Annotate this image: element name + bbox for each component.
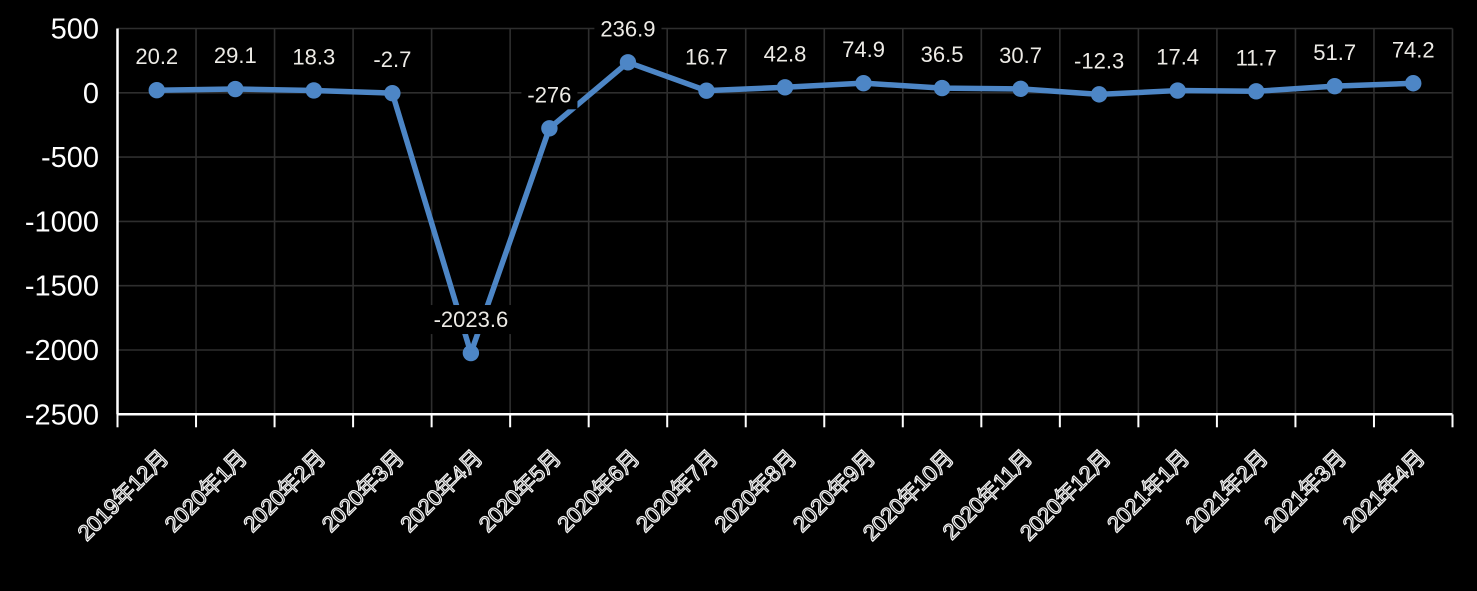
data-label-backdrop (836, 35, 891, 65)
data-point-marker (855, 74, 872, 92)
x-axis-tick-label: 2020年6月 (552, 445, 644, 537)
data-point-label: 51.7 (1313, 40, 1356, 65)
data-label-backdrop (367, 45, 418, 75)
data-point-marker (148, 82, 165, 99)
data-point-label: -2023.6 (434, 307, 509, 332)
x-axis-tick-label: 2019年12月 (73, 445, 174, 546)
y-axis-tick-label: -1000 (25, 206, 99, 238)
y-axis-tick-label: 0 (83, 78, 99, 110)
data-point-label: 30.7 (999, 43, 1042, 68)
x-axis-tick-label: 2021年2月 (1181, 445, 1273, 537)
data-label-backdrop (286, 42, 342, 72)
x-axis-tick-label: 2021年4月 (1338, 445, 1430, 537)
data-point-label: 74.9 (842, 37, 885, 62)
x-axis-tick-label: 2020年1月 (160, 445, 252, 537)
data-point-label: 42.8 (764, 41, 807, 66)
x-axis-tick-label: 2020年7月 (631, 445, 723, 537)
data-label-backdrop (1068, 46, 1131, 76)
data-point-marker (1169, 82, 1186, 99)
y-axis-tick-label: -500 (41, 142, 99, 174)
data-point-marker (305, 82, 323, 99)
data-point-label: -2.7 (373, 47, 411, 72)
data-label-backdrop (521, 80, 578, 110)
data-label-backdrop (594, 14, 662, 44)
data-point-marker (462, 344, 480, 362)
data-point-marker (776, 79, 794, 96)
data-point-marker (1326, 77, 1343, 95)
data-label-backdrop (1229, 43, 1283, 73)
data-point-marker (698, 82, 715, 99)
data-point-marker (619, 54, 637, 71)
data-point-label: 16.7 (685, 45, 728, 70)
x-axis-tick-label: 2020年3月 (317, 445, 409, 537)
data-label-backdrop (679, 42, 734, 72)
x-axis-tick-label: 2021年1月 (1102, 445, 1194, 537)
data-point-marker (384, 84, 401, 102)
data-point-label: 17.4 (1156, 45, 1199, 70)
data-point-label: 236.9 (600, 16, 655, 41)
data-point-marker (1012, 80, 1029, 98)
y-axis-tick-label: -2500 (25, 399, 99, 431)
x-axis-tick-label: 2020年8月 (709, 445, 801, 537)
x-axis-tick-label: 2021年3月 (1259, 445, 1351, 537)
y-axis-tick-label: -1500 (25, 271, 99, 303)
data-label-backdrop (1150, 42, 1206, 72)
data-label-backdrop (207, 41, 263, 71)
data-point-marker (1090, 86, 1108, 103)
x-axis-tick-label: 2020年5月 (474, 445, 566, 537)
data-point-label: 18.3 (292, 44, 335, 69)
data-label-backdrop (993, 40, 1049, 70)
y-axis-tick-label: 500 (51, 14, 99, 46)
series-line (154, 59, 1416, 356)
data-point-label: 36.5 (921, 42, 964, 67)
y-axis-tick-label: -2000 (25, 335, 99, 367)
data-label-backdrop (1385, 35, 1441, 65)
data-label-backdrop (129, 42, 185, 72)
data-point-label: -12.3 (1074, 48, 1124, 73)
data-point-marker (933, 79, 951, 97)
x-axis-tick-label: 2020年4月 (395, 445, 487, 537)
data-point-label: -276 (527, 82, 571, 107)
x-axis-tick-label: 2020年2月 (238, 445, 330, 537)
data-label-backdrop (914, 40, 970, 70)
data-point-marker (1247, 83, 1265, 100)
data-point-label: 74.2 (1392, 37, 1435, 62)
data-label-backdrop (427, 305, 515, 335)
data-label-backdrop (757, 39, 813, 69)
data-point-marker (1405, 75, 1422, 92)
data-point-marker (541, 120, 558, 137)
data-label-backdrop (1307, 38, 1363, 68)
data-point-label: 11.7 (1236, 45, 1277, 70)
data-point-marker (227, 80, 244, 98)
data-point-label: 20.2 (135, 44, 178, 69)
data-point-label: 29.1 (214, 43, 257, 68)
